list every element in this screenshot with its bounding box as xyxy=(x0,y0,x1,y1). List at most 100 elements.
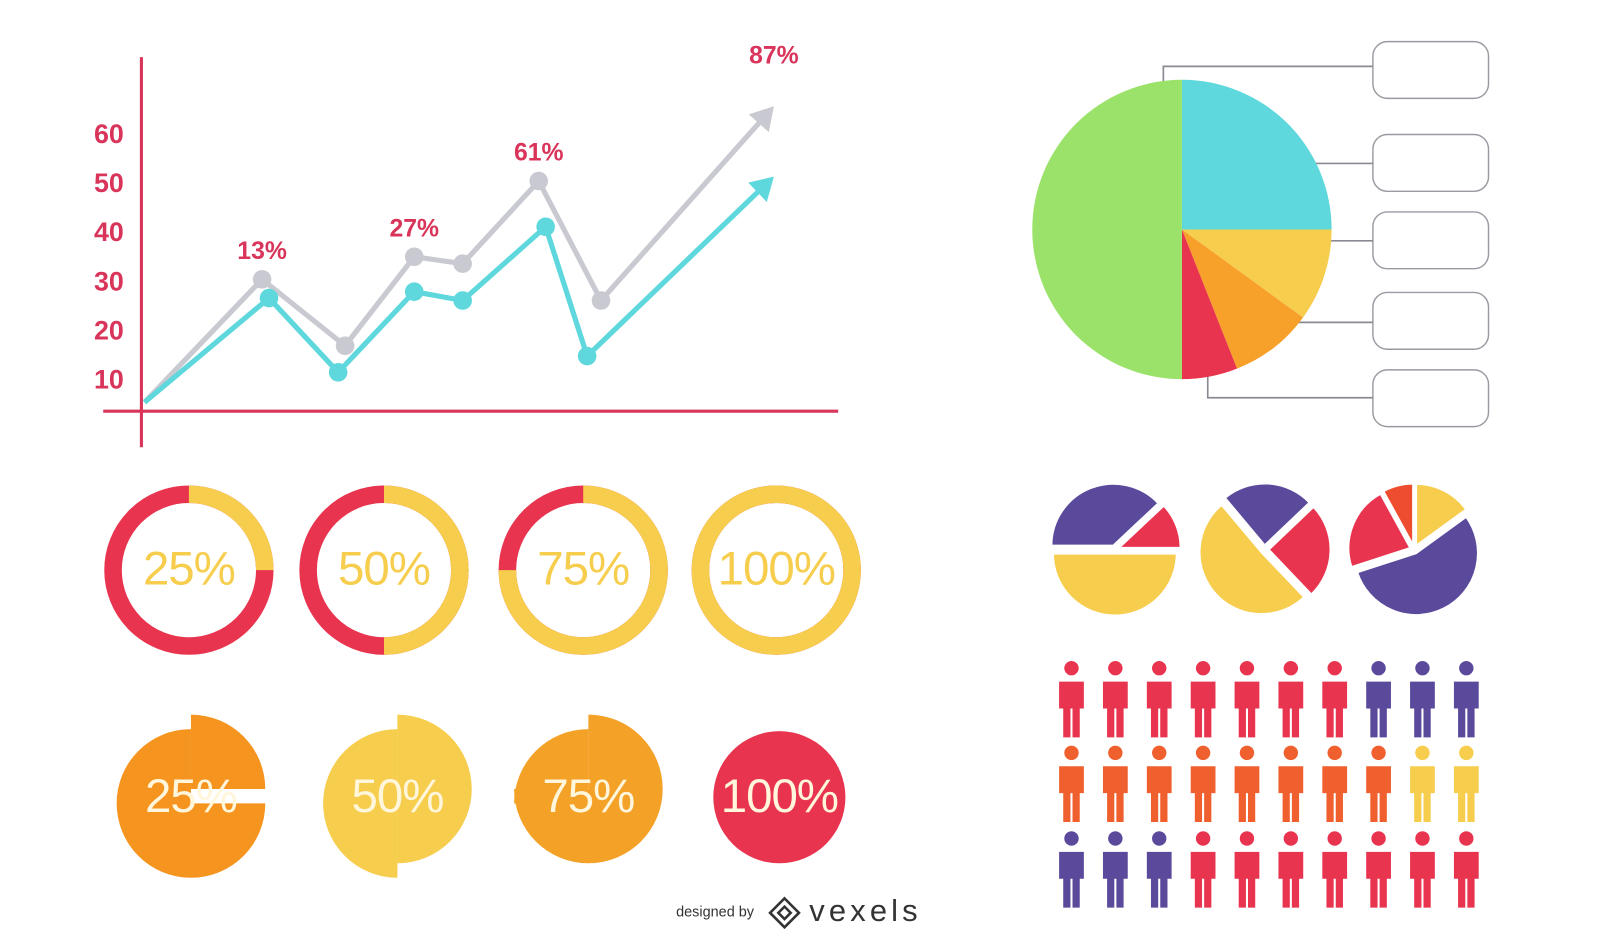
y-tick-label: 60 xyxy=(94,119,124,149)
person-icon xyxy=(1190,745,1216,822)
ring-label: 100% xyxy=(718,543,835,596)
person-icon xyxy=(1190,831,1216,908)
progress-value xyxy=(397,714,472,864)
progress-label: 50% xyxy=(351,770,443,823)
callout-box xyxy=(1372,40,1490,100)
pie-slice xyxy=(1355,515,1480,617)
arrow-head xyxy=(748,106,774,133)
data-point xyxy=(453,254,472,273)
callout-box xyxy=(1372,291,1490,350)
person-icon xyxy=(1146,660,1172,738)
person-icon xyxy=(1453,745,1479,822)
person-icon xyxy=(1322,745,1348,822)
data-point xyxy=(404,247,424,267)
progress-value xyxy=(514,714,663,864)
callout-box xyxy=(1372,369,1490,428)
person-icon xyxy=(1102,745,1128,822)
callout-box xyxy=(1372,133,1490,193)
person-icon xyxy=(1234,660,1260,738)
pie-callouts xyxy=(1162,40,1490,428)
ring-label: 25% xyxy=(143,543,235,596)
annotation: 27% xyxy=(389,215,439,242)
person-icon xyxy=(1234,831,1260,908)
person-icon xyxy=(1190,660,1216,738)
person-icon xyxy=(1410,660,1435,738)
y-tick-label: 20 xyxy=(94,316,124,346)
arrow-head xyxy=(748,176,774,203)
pie-slice xyxy=(1181,229,1332,318)
person-icon xyxy=(1322,660,1348,738)
pie-slice xyxy=(1198,503,1306,616)
data-point xyxy=(328,363,348,382)
pie-slice xyxy=(1347,492,1412,569)
ring-label: 50% xyxy=(338,543,430,596)
person-icon xyxy=(1234,745,1260,822)
y-tick-label: 40 xyxy=(94,217,124,247)
ring-label: 75% xyxy=(537,543,629,596)
progress-label: 100% xyxy=(721,770,838,823)
annotation: 61% xyxy=(514,140,564,167)
pie-slice xyxy=(1267,505,1332,596)
progress-label: 75% xyxy=(542,770,634,823)
pie-slice xyxy=(1223,482,1312,547)
pie-slice xyxy=(1381,482,1415,546)
pie-slice xyxy=(1415,482,1468,548)
line-series xyxy=(142,184,766,405)
annotation: 87% xyxy=(749,42,799,69)
person-icon xyxy=(1410,745,1435,822)
ring-progress xyxy=(691,485,861,655)
progress-value xyxy=(190,714,266,789)
data-point xyxy=(577,346,597,366)
person-icon xyxy=(1059,660,1084,738)
person-icon xyxy=(1366,745,1391,822)
ring-progress xyxy=(188,485,274,571)
callout-box xyxy=(1372,211,1490,270)
person-icon xyxy=(1102,831,1128,908)
designed-by: designed by xyxy=(676,905,755,921)
data-point xyxy=(335,336,355,356)
progress-rest xyxy=(323,729,398,878)
line-series xyxy=(142,115,767,405)
data-point xyxy=(536,217,555,237)
y-tick-label: 30 xyxy=(94,266,124,296)
person-icon xyxy=(1322,831,1348,908)
person-icon xyxy=(1059,831,1084,908)
person-icon xyxy=(1453,660,1479,738)
pie-slice xyxy=(1032,79,1182,380)
person-icon xyxy=(1146,745,1172,822)
data-point xyxy=(591,291,611,310)
person-icon xyxy=(1366,831,1391,908)
pie-slice xyxy=(1116,504,1182,549)
progress-rest xyxy=(514,729,589,804)
data-point xyxy=(252,270,272,289)
data-point xyxy=(529,171,549,191)
pie-slice xyxy=(1050,482,1160,547)
person-icon xyxy=(1278,745,1304,822)
person-icon xyxy=(1278,660,1304,738)
data-point xyxy=(453,291,472,310)
pie-slice xyxy=(1181,79,1332,230)
person-icon xyxy=(1059,745,1084,822)
pie-slice xyxy=(1181,229,1304,369)
y-tick-label: 50 xyxy=(94,168,124,198)
data-point xyxy=(404,282,424,301)
data-point xyxy=(259,288,279,308)
ring-progress xyxy=(383,485,469,655)
pie-slice xyxy=(1181,229,1238,380)
progress-rest xyxy=(116,729,266,878)
brand: vexels xyxy=(809,893,922,928)
progress-label: 25% xyxy=(145,770,237,823)
y-tick-label: 10 xyxy=(94,365,124,395)
ring-progress xyxy=(498,485,668,655)
progress-pie xyxy=(713,731,846,864)
footer: designed by vexels xyxy=(676,893,922,930)
person-icon xyxy=(1410,831,1435,908)
annotation: 13% xyxy=(237,238,287,265)
person-icon xyxy=(1146,831,1172,908)
person-icon xyxy=(1366,660,1391,738)
person-icon xyxy=(1102,660,1128,738)
pie-slice xyxy=(1051,552,1178,617)
person-icon xyxy=(1453,831,1479,908)
